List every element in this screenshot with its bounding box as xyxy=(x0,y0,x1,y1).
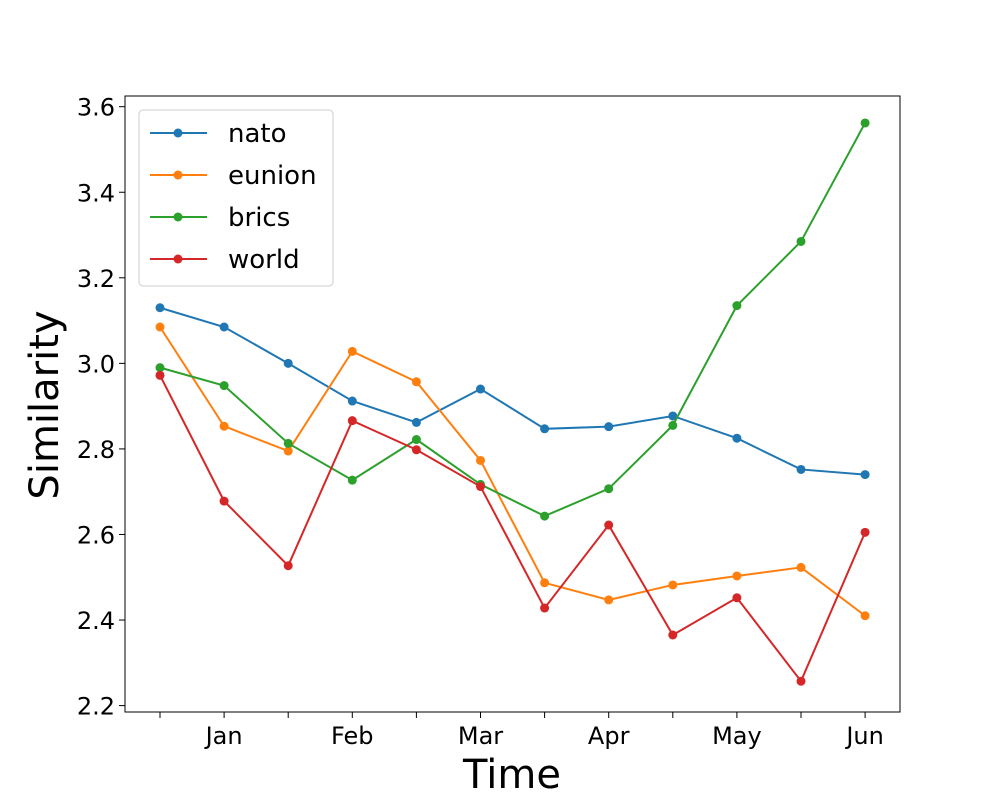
series-layer xyxy=(155,118,870,686)
y-tick-label: 3.6 xyxy=(77,94,115,122)
legend-item-nato: nato xyxy=(150,119,287,149)
x-tick-label: May xyxy=(712,722,762,750)
legend-label: eunion xyxy=(228,161,317,191)
data-point xyxy=(283,446,293,456)
data-point xyxy=(411,377,421,387)
data-point xyxy=(347,475,357,485)
data-point xyxy=(668,411,678,421)
legend-swatch-marker xyxy=(173,170,183,180)
data-point xyxy=(732,571,742,581)
legend-swatch-marker xyxy=(173,254,183,264)
y-tick-label: 2.8 xyxy=(77,436,115,464)
data-point xyxy=(796,562,806,572)
y-tick-label: 3.2 xyxy=(77,265,115,293)
x-tick-label: Mar xyxy=(458,722,503,750)
legend-item-eunion: eunion xyxy=(150,161,317,191)
data-point xyxy=(476,384,485,394)
data-point xyxy=(219,421,229,431)
data-point xyxy=(796,464,806,474)
legend-item-world: world xyxy=(150,245,300,275)
data-point xyxy=(411,445,421,455)
data-point xyxy=(604,422,614,432)
data-point xyxy=(283,561,293,571)
series-line xyxy=(159,326,866,617)
data-point xyxy=(732,301,742,311)
legend-label: brics xyxy=(228,203,290,233)
x-tick-label: Jan xyxy=(204,722,243,750)
legend: nato eunion brics world xyxy=(138,109,334,287)
data-point xyxy=(476,482,485,492)
legend-box xyxy=(138,109,334,287)
data-point xyxy=(219,322,229,332)
y-tick-label: 2.4 xyxy=(77,607,115,635)
data-point xyxy=(796,676,806,686)
data-point xyxy=(668,580,678,590)
data-point xyxy=(860,470,870,480)
y-tick-label: 2.6 xyxy=(77,521,115,549)
data-point xyxy=(411,417,421,427)
data-point xyxy=(219,381,229,391)
y-tick-label: 3.0 xyxy=(77,350,115,378)
series-world xyxy=(155,370,870,686)
legend-swatch-marker xyxy=(173,128,183,138)
series-line xyxy=(159,306,866,476)
data-point xyxy=(283,438,293,448)
x-axis-title: Time xyxy=(462,752,561,798)
data-point xyxy=(540,511,550,521)
data-point xyxy=(476,455,485,465)
x-tick-label: Feb xyxy=(331,722,374,750)
y-tick-label: 3.4 xyxy=(77,179,115,207)
data-point xyxy=(860,611,870,621)
data-point xyxy=(860,118,870,128)
y-axis-title: Similarity xyxy=(22,310,68,499)
data-point xyxy=(668,420,678,430)
data-point xyxy=(155,370,165,380)
data-point xyxy=(347,346,357,356)
legend-label: nato xyxy=(228,119,287,149)
data-point xyxy=(796,236,806,246)
legend-label: world xyxy=(228,245,300,275)
data-point xyxy=(283,358,293,368)
data-point xyxy=(668,630,678,640)
data-point xyxy=(347,416,357,426)
data-point xyxy=(155,322,165,332)
x-axis: Jan Feb Mar Apr May Jun xyxy=(159,712,884,750)
data-point xyxy=(155,303,165,313)
series-eunion xyxy=(155,322,870,621)
data-point xyxy=(347,396,357,406)
data-point xyxy=(219,496,229,506)
series-line xyxy=(159,374,867,684)
data-point xyxy=(732,593,742,603)
data-point xyxy=(604,484,614,494)
series-line xyxy=(159,122,866,518)
data-point xyxy=(732,433,742,443)
y-axis: 2.2 2.4 2.6 2.8 3.0 3.2 3.4 3.6 xyxy=(77,94,125,721)
data-point xyxy=(540,578,550,588)
data-point xyxy=(604,595,614,605)
legend-item-brics: brics xyxy=(150,203,290,233)
data-point xyxy=(540,603,550,613)
data-point xyxy=(540,424,550,434)
data-point xyxy=(604,520,614,530)
series-nato xyxy=(155,303,870,480)
data-point xyxy=(155,363,165,373)
x-tick-label: Jun xyxy=(844,722,884,750)
data-point xyxy=(411,435,421,445)
y-tick-label: 2.2 xyxy=(77,693,115,721)
data-point xyxy=(860,527,870,537)
legend-swatch-marker xyxy=(173,212,183,222)
x-tick-label: Apr xyxy=(588,722,630,750)
